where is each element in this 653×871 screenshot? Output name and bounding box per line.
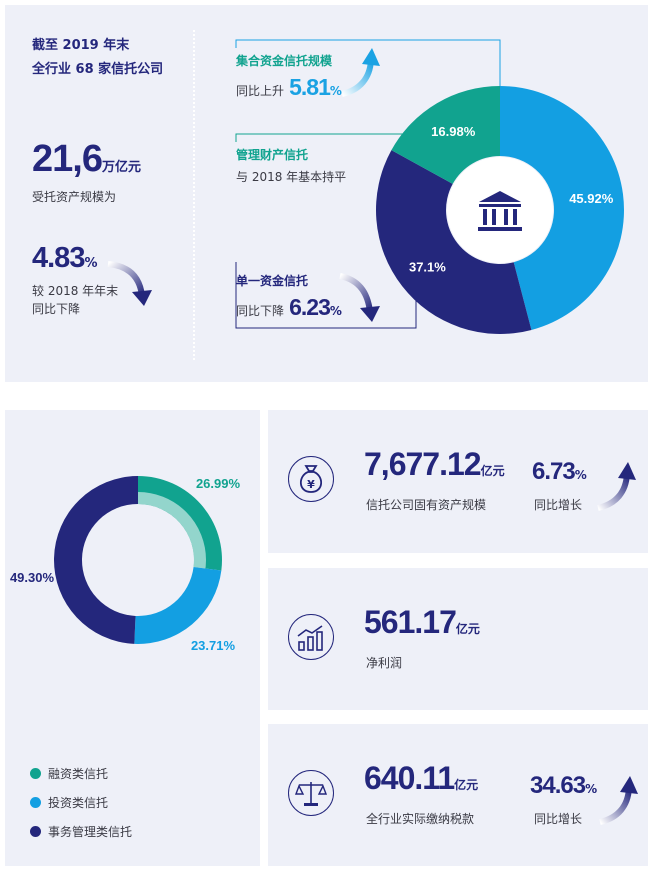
single-prefix: 同比下降 [236,304,285,318]
stat3-growth-figure: 34.63% [530,772,597,800]
up-arrow-icon-3 [599,776,638,825]
drop-caption2: 同比下降 [32,302,81,316]
collective-value: 5.81 [289,74,331,100]
stat2-value: 561.17 [364,604,457,640]
legend-dot-affairs [30,826,41,837]
bottom-donut-label-1: 23.71% [191,638,236,653]
up-arrow-icon [341,48,380,97]
callout-lines [235,39,501,329]
scale-caption: 受托资产规模为 [32,190,117,204]
scale-unit: 万亿元 [101,160,141,175]
trust-type-donut: 45.92% 37.1% 16.98% [376,86,624,335]
top-donut-label-0: 45.92% [569,191,614,206]
stat2-figure: 561.17亿元 [364,604,480,641]
legend-investment: 投资类信托 [48,796,109,810]
up-arrow-icon-2 [597,462,636,511]
stat1-value: 7,677.12 [364,446,482,482]
money-bag-icon-ring [288,456,334,502]
yen-symbol: ¥ [307,478,315,491]
money-bag-icon: ¥ [299,465,323,493]
stat3-growth: 34.63 [530,772,586,799]
drop-unit: % [84,256,98,271]
scale-figure: 21,6万亿元 [32,138,141,181]
drop-value: 4.83 [32,242,85,274]
vertical-divider [193,30,195,360]
single-title: 单一资金信托 [236,274,309,288]
stat3-value: 640.11 [364,760,455,796]
drop-caption1: 较 2018 年年末 [32,284,119,298]
bottom-donut-slice-2 [53,476,138,644]
scale-value: 21,6 [32,138,103,180]
scale-icon-ring [288,770,334,816]
intro-line1: 截至 2019 年末 [32,38,130,53]
bar-growth-icon [297,625,323,651]
stat1-caption: 信托公司固有资产规模 [366,498,487,512]
trust-function-donut: 26.99% 23.71% 49.30% [10,476,241,653]
top-donut-label-2: 16.98% [431,124,476,139]
stat3-growth-caption: 同比增长 [534,812,583,826]
legend-affairs: 事务管理类信托 [48,825,133,839]
stat1-unit: 亿元 [480,464,505,478]
intro-line2: 全行业 68 家信托公司 [32,62,164,77]
top-donut-slice-1 [376,150,532,335]
bank-icon [478,191,522,231]
collective-prefix: 同比上升 [236,84,285,98]
stat1-growth: 6.73 [532,458,576,485]
stat1-growth-caption: 同比增长 [534,498,583,512]
mgmt-title: 管理财产信托 [236,148,309,162]
legend-financing: 融资类信托 [48,767,109,781]
collective-unit: % [329,84,342,98]
bottom-donut-label-0: 26.99% [196,476,241,491]
stat2-unit: 亿元 [455,622,480,636]
balance-scale-icon [295,782,327,806]
stat1-growth-unit: % [574,468,587,482]
legend-dot-investment [30,797,41,808]
collective-figure: 同比上升 5.81% [236,74,342,101]
bottom-donut-slice-1 [134,566,222,644]
stat3-figure: 640.11亿元 [364,760,478,797]
single-unit: % [329,304,342,318]
legend-dot-financing [30,768,41,779]
down-arrow-icon-2 [339,273,380,322]
top-donut-slice-2 [391,86,500,184]
bank-icon-bg [447,157,553,263]
bar-growth-icon-ring [288,614,334,660]
top-donut-label-1: 37.1% [409,260,446,275]
mgmt-caption: 与 2018 年基本持平 [236,170,347,184]
single-figure: 同比下降 6.23% [236,294,342,321]
stat1-figure: 7,677.12亿元 [364,446,505,483]
stat3-unit: 亿元 [454,778,479,792]
drop-figure: 4.83% [32,242,97,275]
donut-hole [86,508,190,612]
stat3-growth-unit: % [585,782,598,796]
stat1-growth-figure: 6.73% [532,458,587,486]
collective-title: 集合资金信托规模 [236,54,333,68]
stat2-caption: 净利润 [366,656,403,670]
bottom-donut-label-2: 49.30% [10,570,55,585]
single-value: 6.23 [289,294,331,320]
stat3-caption: 全行业实际缴纳税款 [366,812,475,826]
down-arrow-icon [107,261,152,306]
top-donut-slice-0 [500,86,624,330]
